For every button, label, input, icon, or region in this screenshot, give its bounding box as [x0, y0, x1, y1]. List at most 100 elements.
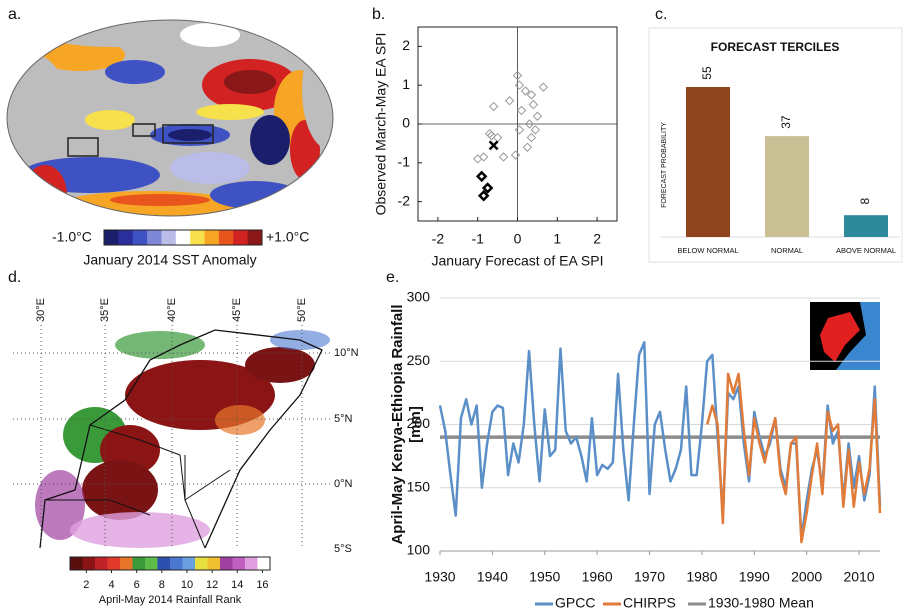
colorbar-tick-label: 10: [181, 579, 193, 591]
colorbar-tick-label: 8: [159, 579, 165, 591]
bar: [765, 136, 809, 237]
lon-label: 35°E: [99, 298, 111, 322]
bar: [686, 87, 730, 237]
panel-label: e.: [386, 269, 399, 286]
y-tick-label: 100: [407, 542, 431, 558]
diamond-point: [522, 142, 533, 152]
diamond-point: [514, 125, 525, 135]
y-tick-label: 250: [407, 352, 431, 368]
y-tick-label: 200: [407, 415, 431, 431]
lat-label: 10°N: [334, 347, 359, 359]
legend-label: GPCC: [555, 595, 595, 611]
x-axis-label: January Forecast of EA SPI: [432, 253, 604, 269]
colorbar-cell: [195, 557, 208, 570]
colorbar-tick-label: 4: [108, 579, 114, 591]
series-line: [438, 341, 882, 540]
colorbar-cell: [118, 230, 134, 245]
y-axis-label: April-May Kenya-Ethiopia Rainfall: [389, 304, 406, 544]
y-tick-label: 1: [402, 76, 410, 92]
colorbar-cell: [257, 557, 271, 570]
colorbar-cell: [218, 230, 234, 245]
value-label: 8: [858, 198, 872, 205]
panel-label: d.: [8, 269, 21, 286]
colorbar-cell: [82, 557, 96, 570]
diamond-point: [524, 119, 535, 129]
lon-label: 45°E: [231, 298, 243, 322]
y-tick-label: 300: [407, 289, 431, 305]
bar: [844, 215, 888, 237]
y-axis-label: Observed March-May EA SPI: [373, 33, 389, 216]
diamond-point: [486, 130, 497, 141]
diamond-point: [530, 125, 541, 135]
x-tick-label: 1: [553, 231, 561, 247]
chart-title: FORECAST TERCILES: [711, 40, 840, 54]
y-tick-label: 0: [402, 115, 410, 131]
x-tick-label: 1970: [634, 569, 665, 585]
diamond-point: [514, 80, 525, 90]
cross-point: [488, 140, 499, 151]
y-axis-label: [mm]: [407, 406, 424, 443]
series-line: [705, 372, 882, 544]
colorbar-cell: [207, 557, 221, 570]
colorbar-cell: [120, 557, 133, 570]
y-axis-label: FORECAST PROBABILITY: [661, 122, 668, 208]
rainfall-map: [13, 325, 330, 548]
colorbar-frame: [103, 229, 263, 246]
x-tick-label: ABOVE NORMAL: [836, 246, 896, 255]
y-tick-label: 150: [407, 478, 431, 494]
colorbar-cell: [70, 557, 83, 570]
lat-label: 5°S: [334, 543, 352, 555]
colorbar-title: January 2014 SST Anomaly: [83, 252, 256, 268]
diamond-point: [528, 99, 539, 110]
colorbar-cell: [204, 230, 220, 245]
x-tick-label: BELOW NORMAL: [677, 246, 738, 255]
x-tick-label: 1960: [582, 569, 613, 585]
x-tick-label: 1930: [424, 569, 455, 585]
colorbar-cell: [132, 230, 148, 245]
inset-map: [810, 302, 880, 370]
lat-label: 0°N: [334, 478, 353, 490]
value-label: 37: [779, 115, 793, 129]
colorbar-label: -1.0°C: [52, 229, 92, 245]
colorbar-tick-label: 12: [206, 579, 218, 591]
colorbar-cell: [161, 230, 177, 245]
x-tick-label: 2010: [843, 569, 874, 585]
x-tick-label: -2: [432, 231, 445, 247]
colorbar-cell: [132, 557, 146, 570]
lon-label: 40°E: [166, 298, 178, 322]
colorbar-cell: [107, 557, 121, 570]
lon-label: 30°E: [35, 298, 47, 322]
diamond-point: [526, 90, 537, 100]
colorbar-cell: [95, 557, 108, 570]
panel-box: [648, 27, 903, 263]
diamond-point: [532, 111, 543, 121]
colorbar-cell: [157, 557, 171, 570]
x-tick-label: 2000: [791, 569, 822, 585]
x-tick-label: 2: [593, 231, 601, 247]
colorbar-cell: [104, 230, 119, 245]
y-tick-label: -2: [398, 192, 411, 208]
x-tick-label: 1990: [739, 569, 770, 585]
colorbar-cell: [247, 230, 263, 245]
diamond-point: [498, 152, 509, 162]
diamond-point: [510, 150, 521, 160]
colorbar-cell: [233, 230, 249, 245]
colorbar-cell: [220, 557, 233, 570]
diamond-point: [520, 86, 531, 96]
x-tick-label: 1940: [477, 569, 508, 585]
x-tick-label: NORMAL: [771, 246, 803, 255]
colorbar-cell: [245, 557, 258, 570]
diamond-point: [526, 132, 537, 143]
panel-label: b.: [372, 6, 385, 23]
legend-label: 1930-1980 Mean: [708, 595, 814, 611]
y-tick-label: 2: [402, 37, 410, 53]
x-tick-label: 1980: [686, 569, 717, 585]
colorbar-cell: [145, 557, 158, 570]
colorbar-cell: [147, 230, 162, 245]
lat-label: 5°N: [334, 413, 353, 425]
diamond-point: [504, 96, 515, 106]
colorbar-frame: [69, 556, 271, 571]
x-tick-label: 1950: [529, 569, 560, 585]
panel-label: c.: [655, 6, 667, 23]
